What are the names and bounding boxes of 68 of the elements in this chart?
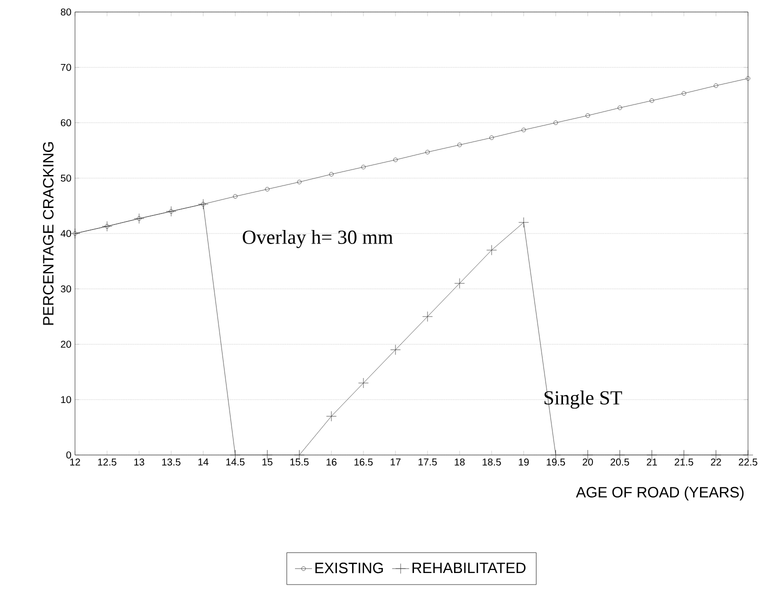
y-tick-label: 0: [66, 451, 72, 459]
point: [166, 206, 176, 217]
y-tick-label: 30: [60, 285, 72, 292]
x-tick-label: 15.5: [290, 458, 309, 466]
legend-label: REHABILITATED: [412, 562, 526, 574]
x-tick-label: 22: [710, 458, 722, 466]
y-tick-label: 10: [61, 396, 72, 404]
x-tick-label: 16.5: [354, 458, 373, 466]
point: [618, 106, 622, 110]
point: [486, 244, 497, 256]
point: [714, 83, 718, 88]
point: [134, 213, 144, 224]
point: [682, 91, 686, 96]
y-axis-title: PERCENTAGE CRACKING: [42, 142, 54, 325]
point: [326, 411, 337, 422]
point: [521, 128, 526, 132]
x-tick-label: 20.5: [610, 458, 630, 466]
point: [457, 142, 462, 148]
x-tick-label: 18: [454, 458, 465, 466]
y-tick-label: 50: [60, 174, 72, 182]
point: [297, 180, 302, 184]
point: [390, 344, 401, 355]
point: [361, 164, 366, 170]
point: [454, 278, 465, 289]
y-tick-label: 70: [60, 64, 72, 71]
point: [168, 209, 174, 214]
point: [329, 172, 334, 176]
legend-label: EXISTING: [315, 562, 383, 574]
x-tick-label: 17.5: [418, 458, 437, 466]
x-tick-label: 21.5: [674, 458, 694, 466]
x-tick-label: 16: [326, 458, 336, 466]
point: [425, 150, 430, 154]
x-tick-label: 17: [390, 458, 401, 466]
x-tick-label: 18.5: [482, 458, 501, 466]
x-tick-label: 21: [646, 458, 657, 466]
y-tick-label: 40: [60, 230, 72, 238]
point: [358, 378, 369, 388]
point: [554, 120, 558, 125]
annotation: Single ST: [544, 390, 622, 409]
point: [200, 202, 206, 206]
y-tick-label: 20: [60, 340, 72, 348]
y-tick-label: 60: [60, 119, 72, 126]
annotation: Overlay h= 30 mm: [242, 230, 393, 248]
point: [393, 158, 398, 162]
point: [104, 224, 110, 228]
x-axis-title: AGE OF ROAD (YEARS): [576, 486, 744, 500]
x-tick-label: 20: [582, 458, 593, 466]
point: [586, 113, 590, 118]
point: [489, 136, 494, 140]
x-tick-label: 13: [134, 458, 144, 466]
point: [518, 217, 529, 228]
point: [422, 311, 433, 322]
point: [233, 194, 238, 199]
point: [265, 187, 270, 192]
x-tick-label: 12: [70, 458, 80, 466]
x-tick-label: 19: [518, 458, 529, 466]
x-tick-label: 22.5: [738, 458, 758, 466]
point: [650, 98, 654, 103]
point: [198, 198, 208, 210]
x-tick-label: 19.5: [546, 458, 565, 466]
y-tick-label: 80: [60, 8, 72, 16]
x-tick-label: 14.5: [226, 458, 245, 466]
x-tick-label: 12.5: [98, 458, 116, 466]
point: [102, 221, 112, 232]
x-tick-label: 15: [262, 458, 272, 466]
x-tick-label: 13.5: [162, 458, 180, 466]
x-tick-label: 14: [198, 458, 208, 466]
point: [136, 216, 142, 221]
